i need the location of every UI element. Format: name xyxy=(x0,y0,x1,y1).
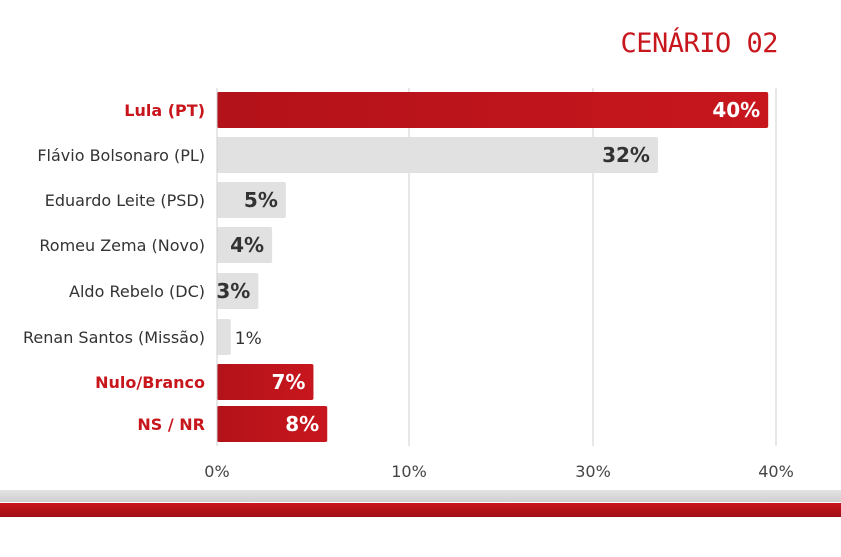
value-label: 8% xyxy=(285,412,319,436)
category-label: Lula (PT) xyxy=(124,101,205,120)
value-label: 32% xyxy=(602,143,650,167)
footer-red-stripe xyxy=(0,503,841,517)
value-label: 5% xyxy=(244,188,278,212)
category-label: Aldo Rebelo (DC) xyxy=(69,282,205,301)
category-label: Eduardo Leite (PSD) xyxy=(45,191,205,210)
value-label: 40% xyxy=(712,98,760,122)
bar-chart: Lula (PT) 40% Flávio Bolsonaro (PL) 32% Edua… xyxy=(23,88,794,481)
x-tick-label: 40% xyxy=(758,462,794,481)
scenario-title: CENÁRIO 02 xyxy=(620,28,778,59)
x-tick-label: 30% xyxy=(575,462,611,481)
value-label: 4% xyxy=(230,233,264,257)
x-tick-label: 0% xyxy=(204,462,229,481)
bar xyxy=(217,319,231,355)
footer-gray-stripe xyxy=(0,490,841,502)
value-label: 1% xyxy=(235,329,262,349)
bar xyxy=(217,273,259,309)
bar xyxy=(217,364,314,400)
bar xyxy=(217,137,658,173)
category-label: Romeu Zema (Novo) xyxy=(39,236,205,255)
bar xyxy=(217,92,769,128)
bar xyxy=(217,227,273,263)
value-label: 3% xyxy=(216,279,250,303)
category-label: Flávio Bolsonaro (PL) xyxy=(37,146,205,165)
bar xyxy=(217,406,328,442)
category-label: NS / NR xyxy=(137,415,205,434)
category-label: Nulo/Branco xyxy=(95,373,205,392)
bar xyxy=(217,182,286,218)
x-tick-label: 10% xyxy=(391,462,427,481)
category-label: Renan Santos (Missão) xyxy=(23,328,205,347)
value-label: 7% xyxy=(271,370,305,394)
